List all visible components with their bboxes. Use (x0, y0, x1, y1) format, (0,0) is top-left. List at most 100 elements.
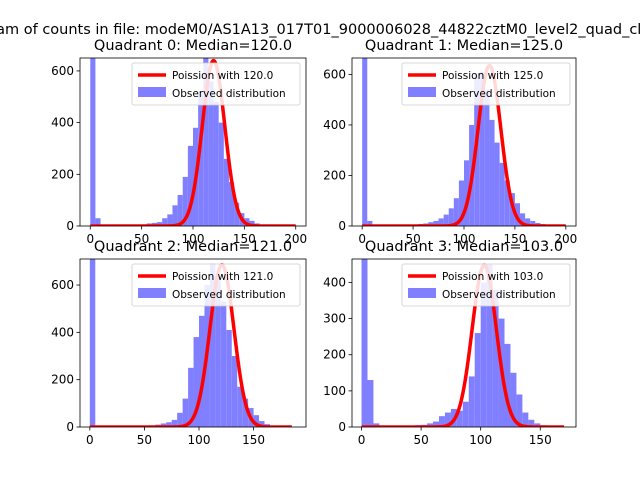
y-tick-label: 400 (51, 325, 74, 339)
panel-title: Quadrant 3: Median=103.0 (365, 239, 563, 255)
x-tick-label: 100 (182, 232, 205, 246)
histogram-bar (494, 142, 500, 226)
histogram-bar (89, 259, 96, 427)
histogram-bar (208, 81, 214, 226)
x-tick-label: 50 (134, 232, 149, 246)
axes-frame (79, 258, 307, 428)
histogram-bar (188, 367, 194, 427)
histogram-bar (492, 289, 499, 427)
histogram-bar (162, 218, 168, 226)
histogram-bar (231, 356, 238, 427)
histogram-bar (456, 410, 463, 427)
legend-label-poisson: Poission with 121.0 (172, 271, 273, 283)
figure-suptitle: Histogram of counts in file: modeM0/AS1A… (0, 22, 640, 38)
x-tick-label: 0 (358, 232, 366, 246)
y-tick-label: 600 (323, 67, 346, 81)
histogram-bar (166, 422, 172, 427)
y-tick-label: 200 (323, 168, 346, 182)
legend-frame (131, 62, 301, 106)
histogram-bar (228, 182, 235, 226)
y-tick-label: 200 (51, 373, 74, 387)
histogram-bar (438, 218, 444, 226)
histogram-bar (242, 398, 249, 427)
histogram-bar (209, 263, 216, 427)
histogram-bar (525, 218, 531, 226)
histogram-bar (373, 423, 380, 427)
histogram-bar (226, 329, 232, 427)
histogram-bar (199, 315, 205, 427)
legend-label-poisson: Poission with 103.0 (442, 271, 543, 283)
histogram-bar (249, 220, 255, 226)
x-tick-label: 150 (529, 433, 552, 447)
y-tick-label: 600 (51, 64, 74, 78)
histogram-bar (510, 372, 517, 427)
histogram-bar (458, 180, 464, 226)
histogram-bar (218, 122, 224, 226)
histogram-bar (361, 259, 368, 427)
histogram-bar (171, 419, 178, 427)
histogram-bar (367, 380, 374, 427)
legend-label-observed: Observed distribution (172, 289, 286, 301)
x-tick-label: 150 (503, 232, 526, 246)
y-tick-label: 0 (338, 420, 346, 434)
y-tick-label: 200 (323, 348, 346, 362)
histogram-bar (479, 71, 485, 226)
panel-title: Quadrant 1: Median=125.0 (365, 38, 563, 54)
legend-swatch-observed (138, 87, 166, 97)
axes-frame (351, 258, 577, 428)
y-tick-label: 600 (51, 278, 74, 292)
histogram-bar (234, 202, 240, 226)
histogram-bar (182, 176, 188, 226)
legend-label-observed: Observed distribution (172, 88, 286, 100)
legend-label-poisson: Poission with 125.0 (442, 70, 543, 82)
legend: Poission with 103.0 Observed distribution (401, 263, 571, 307)
histogram-bar (468, 376, 475, 427)
histogram-bar (438, 416, 445, 427)
histogram-bar (448, 208, 454, 226)
histogram-bar (198, 91, 204, 226)
x-tick-label: 100 (188, 433, 211, 447)
legend: Poission with 125.0 Observed distribution (401, 62, 571, 106)
histogram-bar (428, 222, 434, 226)
histogram-bar (530, 220, 536, 226)
legend-label-poisson: Poission with 120.0 (172, 70, 273, 82)
histogram-bar (172, 205, 178, 226)
legend-swatch-observed (408, 87, 436, 97)
histogram-bar (520, 213, 526, 226)
histogram-bar (213, 101, 219, 226)
x-tick-label: 0 (86, 433, 94, 447)
y-tick-label: 200 (51, 167, 74, 181)
panel-quadrant-0: Quadrant 0: Median=120.0 0 50 100 150 200 0 200… (51, 38, 307, 246)
histogram-bar (480, 282, 487, 427)
histogram-bar (259, 421, 265, 427)
histogram-bar (90, 58, 96, 226)
panels: Quadrant 0: Median=120.0 0 50 100 150 200 0 200… (51, 38, 577, 447)
x-tick-label: 150 (233, 232, 256, 246)
histogram-bar (177, 412, 183, 427)
histogram-bar (516, 394, 523, 427)
legend-frame (401, 263, 571, 307)
histogram-bar (433, 220, 439, 226)
x-tick-label: 0 (86, 232, 94, 246)
histogram-bar (474, 333, 481, 427)
histogram-bar (177, 194, 183, 226)
histogram-bar (462, 401, 469, 427)
x-tick-label: 100 (453, 232, 476, 246)
histogram-bar (522, 412, 529, 427)
histogram-bar (499, 162, 505, 226)
histogram-bar (453, 198, 459, 226)
histogram-bar (484, 89, 490, 226)
y-tick-label: 400 (323, 118, 346, 132)
x-tick-label: 150 (242, 433, 265, 447)
histogram-bar (187, 145, 193, 226)
histogram-bar (193, 337, 200, 427)
x-tick-label: 0 (358, 433, 366, 447)
legend: Poission with 120.0 Observed distribution (131, 62, 301, 106)
histogram-bar (203, 58, 209, 226)
x-tick-label: 50 (413, 433, 428, 447)
panel-quadrant-1: Quadrant 1: Median=125.0 0 50 100 150 200 0 200… (323, 38, 577, 246)
x-tick-label: 200 (284, 232, 307, 246)
y-tick-label: 0 (66, 420, 74, 434)
histogram-bar (182, 398, 189, 427)
